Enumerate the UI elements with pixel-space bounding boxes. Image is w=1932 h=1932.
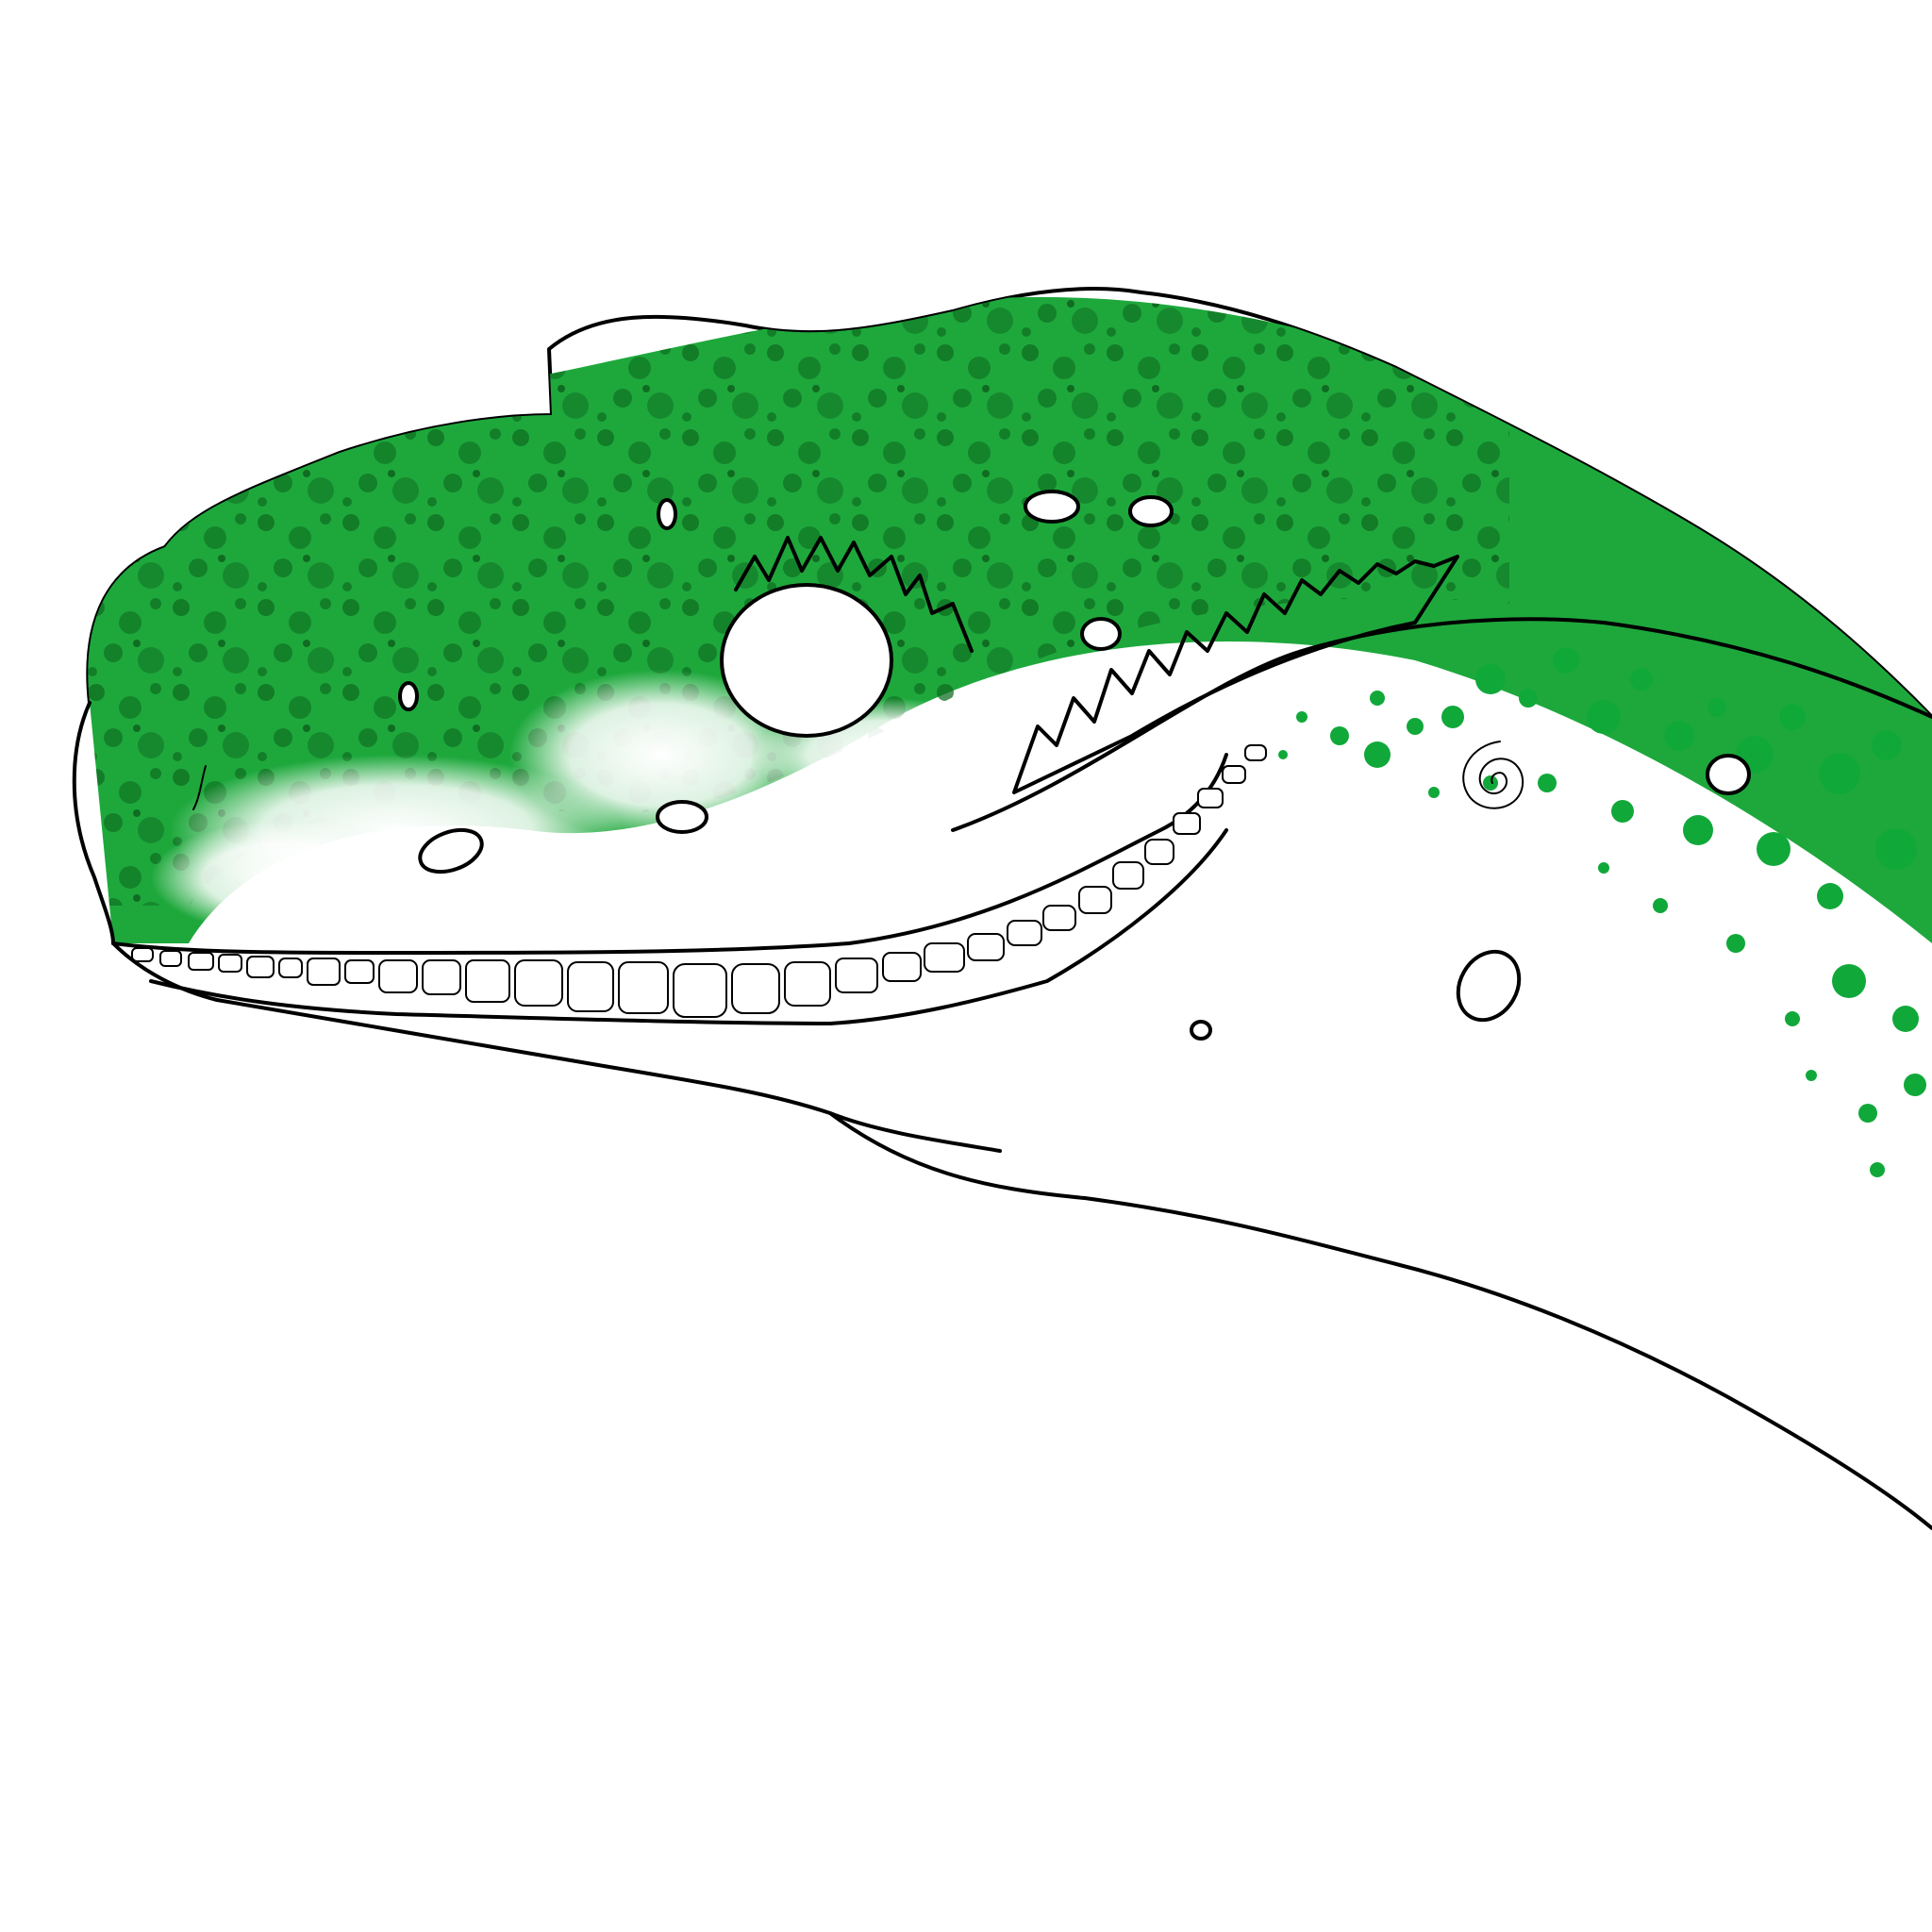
- orbit: [720, 583, 893, 738]
- neck-speckles: [1278, 647, 1926, 1177]
- nostril: [192, 765, 207, 810]
- throat-line: [215, 998, 1932, 1530]
- brow-ridge: [734, 536, 974, 653]
- jaw-scales: [131, 744, 1267, 1018]
- neck-fold: [951, 617, 1932, 832]
- neck-underside-line: [828, 1111, 1002, 1153]
- snout: [72, 701, 115, 945]
- lower-jaw-line: [111, 753, 1228, 955]
- skull-openings: [398, 490, 1751, 1041]
- lower-jaw-edge: [149, 828, 1228, 1025]
- spiral-mark-icon: [1462, 741, 1524, 809]
- green-skin: [88, 296, 1932, 943]
- jaw-under-line: [111, 941, 219, 1002]
